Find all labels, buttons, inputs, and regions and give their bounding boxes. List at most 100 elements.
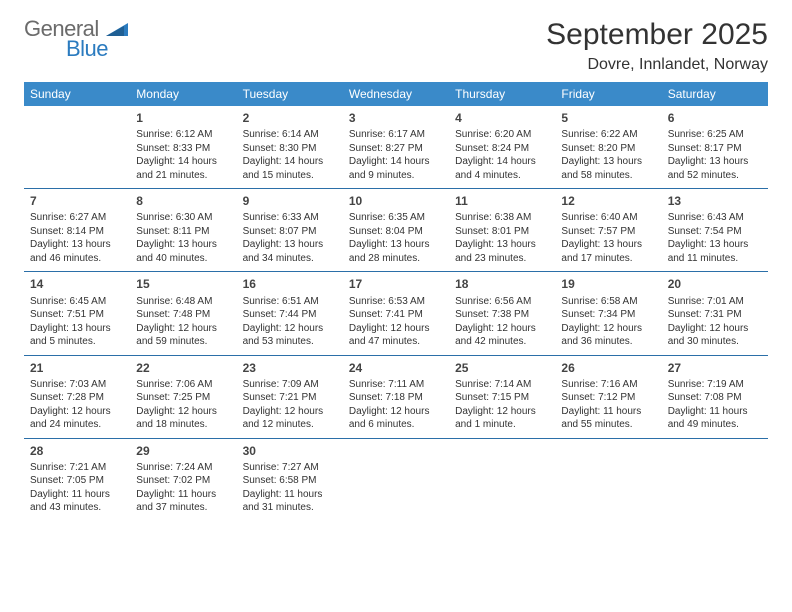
sunrise-text: Sunrise: 7:27 AM bbox=[243, 461, 337, 475]
day-number: 26 bbox=[561, 360, 655, 376]
day-number: 19 bbox=[561, 276, 655, 292]
daylight-text: Daylight: 11 hours and 55 minutes. bbox=[561, 405, 655, 432]
sunrise-text: Sunrise: 6:22 AM bbox=[561, 128, 655, 142]
calendar-cell bbox=[24, 106, 130, 189]
calendar-cell: 3Sunrise: 6:17 AMSunset: 8:27 PMDaylight… bbox=[343, 106, 449, 189]
calendar-cell: 17Sunrise: 6:53 AMSunset: 7:41 PMDayligh… bbox=[343, 272, 449, 355]
day-header: Wednesday bbox=[343, 82, 449, 106]
sunset-text: Sunset: 7:02 PM bbox=[136, 474, 230, 488]
calendar-cell: 10Sunrise: 6:35 AMSunset: 8:04 PMDayligh… bbox=[343, 189, 449, 272]
sunrise-text: Sunrise: 7:11 AM bbox=[349, 378, 443, 392]
sunrise-text: Sunrise: 7:03 AM bbox=[30, 378, 124, 392]
sunset-text: Sunset: 7:31 PM bbox=[668, 308, 762, 322]
calendar-cell: 13Sunrise: 6:43 AMSunset: 7:54 PMDayligh… bbox=[662, 189, 768, 272]
daylight-text: Daylight: 11 hours and 31 minutes. bbox=[243, 488, 337, 515]
daylight-text: Daylight: 12 hours and 12 minutes. bbox=[243, 405, 337, 432]
calendar-cell: 18Sunrise: 6:56 AMSunset: 7:38 PMDayligh… bbox=[449, 272, 555, 355]
sunset-text: Sunset: 8:11 PM bbox=[136, 225, 230, 239]
calendar-cell: 28Sunrise: 7:21 AMSunset: 7:05 PMDayligh… bbox=[24, 438, 130, 521]
sunset-text: Sunset: 8:07 PM bbox=[243, 225, 337, 239]
sunset-text: Sunset: 7:18 PM bbox=[349, 391, 443, 405]
calendar-cell bbox=[343, 438, 449, 521]
sunset-text: Sunset: 7:57 PM bbox=[561, 225, 655, 239]
day-number: 18 bbox=[455, 276, 549, 292]
sunset-text: Sunset: 7:15 PM bbox=[455, 391, 549, 405]
calendar-cell: 11Sunrise: 6:38 AMSunset: 8:01 PMDayligh… bbox=[449, 189, 555, 272]
calendar-cell: 15Sunrise: 6:48 AMSunset: 7:48 PMDayligh… bbox=[130, 272, 236, 355]
sunrise-text: Sunrise: 6:27 AM bbox=[30, 211, 124, 225]
calendar-cell: 2Sunrise: 6:14 AMSunset: 8:30 PMDaylight… bbox=[237, 106, 343, 189]
sunset-text: Sunset: 7:28 PM bbox=[30, 391, 124, 405]
sunrise-text: Sunrise: 7:01 AM bbox=[668, 295, 762, 309]
daylight-text: Daylight: 13 hours and 28 minutes. bbox=[349, 238, 443, 265]
day-number: 28 bbox=[30, 443, 124, 459]
calendar-row: 14Sunrise: 6:45 AMSunset: 7:51 PMDayligh… bbox=[24, 272, 768, 355]
sunrise-text: Sunrise: 6:17 AM bbox=[349, 128, 443, 142]
daylight-text: Daylight: 13 hours and 17 minutes. bbox=[561, 238, 655, 265]
sunrise-text: Sunrise: 7:14 AM bbox=[455, 378, 549, 392]
daylight-text: Daylight: 13 hours and 46 minutes. bbox=[30, 238, 124, 265]
day-number: 5 bbox=[561, 110, 655, 126]
calendar-cell: 16Sunrise: 6:51 AMSunset: 7:44 PMDayligh… bbox=[237, 272, 343, 355]
day-number: 9 bbox=[243, 193, 337, 209]
daylight-text: Daylight: 13 hours and 40 minutes. bbox=[136, 238, 230, 265]
calendar-cell: 21Sunrise: 7:03 AMSunset: 7:28 PMDayligh… bbox=[24, 355, 130, 438]
calendar-table: Sunday Monday Tuesday Wednesday Thursday… bbox=[24, 82, 768, 521]
sunset-text: Sunset: 8:24 PM bbox=[455, 142, 549, 156]
calendar-cell bbox=[555, 438, 661, 521]
day-header: Tuesday bbox=[237, 82, 343, 106]
day-number: 25 bbox=[455, 360, 549, 376]
sunset-text: Sunset: 8:04 PM bbox=[349, 225, 443, 239]
sunrise-text: Sunrise: 6:56 AM bbox=[455, 295, 549, 309]
day-header: Thursday bbox=[449, 82, 555, 106]
calendar-cell: 4Sunrise: 6:20 AMSunset: 8:24 PMDaylight… bbox=[449, 106, 555, 189]
calendar-cell: 12Sunrise: 6:40 AMSunset: 7:57 PMDayligh… bbox=[555, 189, 661, 272]
sunrise-text: Sunrise: 6:38 AM bbox=[455, 211, 549, 225]
sunrise-text: Sunrise: 7:21 AM bbox=[30, 461, 124, 475]
logo-text: General Blue bbox=[24, 18, 128, 60]
day-number: 20 bbox=[668, 276, 762, 292]
daylight-text: Daylight: 12 hours and 6 minutes. bbox=[349, 405, 443, 432]
day-number: 8 bbox=[136, 193, 230, 209]
day-header: Sunday bbox=[24, 82, 130, 106]
logo-word2: Blue bbox=[66, 38, 128, 60]
daylight-text: Daylight: 13 hours and 5 minutes. bbox=[30, 322, 124, 349]
day-number: 14 bbox=[30, 276, 124, 292]
sunrise-text: Sunrise: 6:12 AM bbox=[136, 128, 230, 142]
daylight-text: Daylight: 13 hours and 52 minutes. bbox=[668, 155, 762, 182]
sunset-text: Sunset: 8:14 PM bbox=[30, 225, 124, 239]
sunset-text: Sunset: 7:21 PM bbox=[243, 391, 337, 405]
calendar-row: 1Sunrise: 6:12 AMSunset: 8:33 PMDaylight… bbox=[24, 106, 768, 189]
sunrise-text: Sunrise: 6:14 AM bbox=[243, 128, 337, 142]
day-number: 30 bbox=[243, 443, 337, 459]
triangle-icon bbox=[106, 16, 128, 41]
day-number: 17 bbox=[349, 276, 443, 292]
day-number: 4 bbox=[455, 110, 549, 126]
sunset-text: Sunset: 7:08 PM bbox=[668, 391, 762, 405]
day-number: 7 bbox=[30, 193, 124, 209]
sunrise-text: Sunrise: 6:30 AM bbox=[136, 211, 230, 225]
sunset-text: Sunset: 8:20 PM bbox=[561, 142, 655, 156]
daylight-text: Daylight: 12 hours and 30 minutes. bbox=[668, 322, 762, 349]
daylight-text: Daylight: 12 hours and 36 minutes. bbox=[561, 322, 655, 349]
sunset-text: Sunset: 7:44 PM bbox=[243, 308, 337, 322]
calendar-cell bbox=[662, 438, 768, 521]
sunrise-text: Sunrise: 6:43 AM bbox=[668, 211, 762, 225]
daylight-text: Daylight: 14 hours and 21 minutes. bbox=[136, 155, 230, 182]
sunrise-text: Sunrise: 7:24 AM bbox=[136, 461, 230, 475]
sunset-text: Sunset: 8:33 PM bbox=[136, 142, 230, 156]
sunset-text: Sunset: 7:48 PM bbox=[136, 308, 230, 322]
day-number: 29 bbox=[136, 443, 230, 459]
day-number: 23 bbox=[243, 360, 337, 376]
day-header: Saturday bbox=[662, 82, 768, 106]
day-number: 6 bbox=[668, 110, 762, 126]
daylight-text: Daylight: 13 hours and 34 minutes. bbox=[243, 238, 337, 265]
calendar-cell: 23Sunrise: 7:09 AMSunset: 7:21 PMDayligh… bbox=[237, 355, 343, 438]
sunset-text: Sunset: 7:12 PM bbox=[561, 391, 655, 405]
daylight-text: Daylight: 12 hours and 42 minutes. bbox=[455, 322, 549, 349]
sunrise-text: Sunrise: 6:51 AM bbox=[243, 295, 337, 309]
calendar-cell: 30Sunrise: 7:27 AMSunset: 6:58 PMDayligh… bbox=[237, 438, 343, 521]
calendar-cell: 27Sunrise: 7:19 AMSunset: 7:08 PMDayligh… bbox=[662, 355, 768, 438]
day-number: 10 bbox=[349, 193, 443, 209]
sunrise-text: Sunrise: 6:20 AM bbox=[455, 128, 549, 142]
